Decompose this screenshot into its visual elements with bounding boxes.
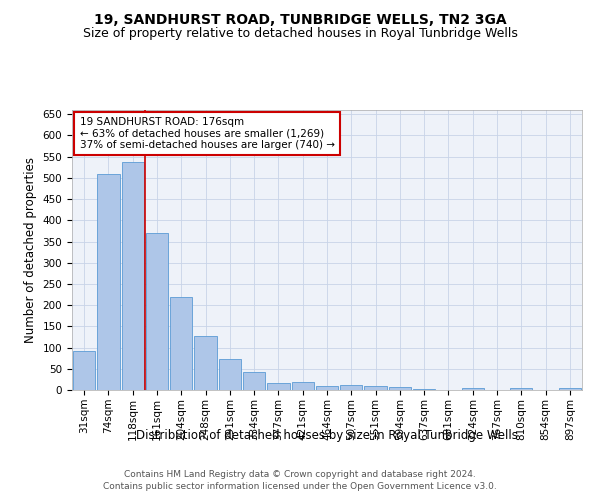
Bar [316,386,338,390]
Bar [559,388,581,390]
Y-axis label: Number of detached properties: Number of detached properties [24,157,37,343]
Bar [194,336,217,390]
Text: Contains public sector information licensed under the Open Government Licence v3: Contains public sector information licen… [103,482,497,491]
Bar [97,174,119,390]
Text: 19 SANDHURST ROAD: 176sqm
← 63% of detached houses are smaller (1,269)
37% of se: 19 SANDHURST ROAD: 176sqm ← 63% of detac… [80,117,335,150]
Text: Size of property relative to detached houses in Royal Tunbridge Wells: Size of property relative to detached ho… [83,28,517,40]
Bar [170,297,193,390]
Bar [267,383,290,390]
Bar [146,234,168,390]
Bar [122,162,144,390]
Bar [218,359,241,390]
Text: 19, SANDHURST ROAD, TUNBRIDGE WELLS, TN2 3GA: 19, SANDHURST ROAD, TUNBRIDGE WELLS, TN2… [94,12,506,26]
Bar [364,386,387,390]
Bar [292,382,314,390]
Bar [340,385,362,390]
Text: Distribution of detached houses by size in Royal Tunbridge Wells: Distribution of detached houses by size … [136,428,518,442]
Bar [243,372,265,390]
Text: Contains HM Land Registry data © Crown copyright and database right 2024.: Contains HM Land Registry data © Crown c… [124,470,476,479]
Bar [73,351,95,390]
Bar [389,388,411,390]
Bar [510,388,532,390]
Bar [413,389,436,390]
Bar [461,388,484,390]
